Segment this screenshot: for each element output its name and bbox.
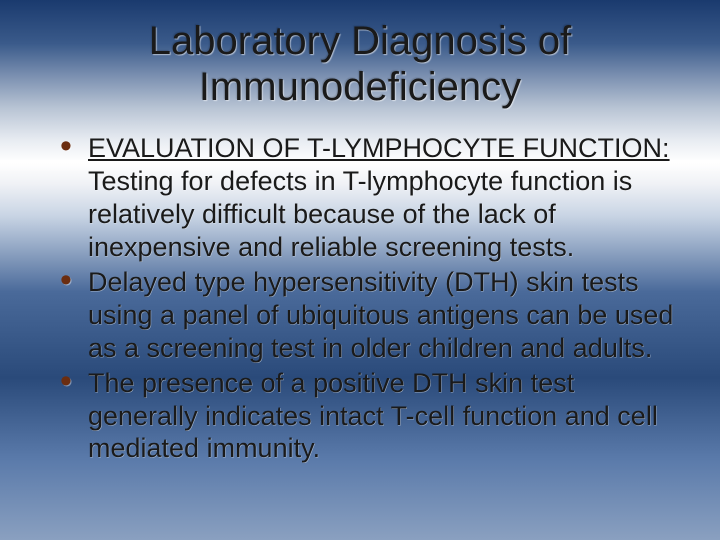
slide-body: EVALUATION OF T-LYMPHOCYTE FUNCTION: Tes… (40, 132, 680, 465)
list-item: Delayed type hypersensitivity (DTH) skin… (60, 266, 680, 365)
bullet-text: The presence of a positive DTH skin test… (88, 368, 658, 464)
title-line-1: Laboratory Diagnosis of (149, 19, 571, 63)
list-item: The presence of a positive DTH skin test… (60, 367, 680, 466)
bullet-list: EVALUATION OF T-LYMPHOCYTE FUNCTION: Tes… (60, 132, 680, 465)
bullet-heading: EVALUATION OF T-LYMPHOCYTE FUNCTION: (88, 133, 670, 163)
bullet-text: Delayed type hypersensitivity (DTH) skin… (88, 267, 673, 363)
slide: Laboratory Diagnosis of Immunodeficiency… (0, 0, 720, 540)
slide-title: Laboratory Diagnosis of Immunodeficiency (40, 18, 680, 110)
bullet-text: Testing for defects in T-lymphocyte func… (88, 166, 632, 262)
list-item: EVALUATION OF T-LYMPHOCYTE FUNCTION: Tes… (60, 132, 680, 264)
title-line-2: Immunodeficiency (199, 65, 521, 109)
